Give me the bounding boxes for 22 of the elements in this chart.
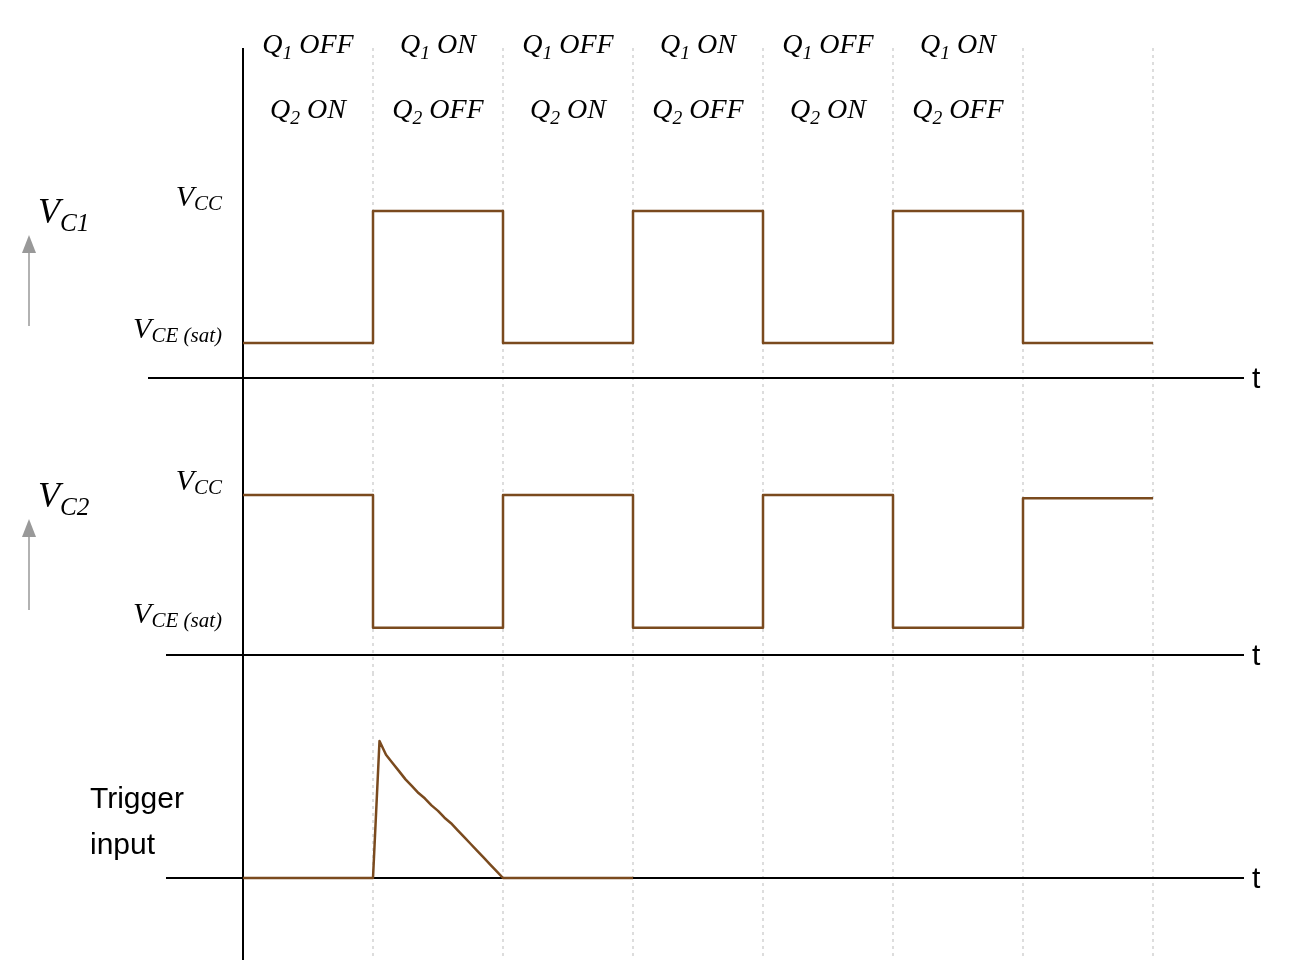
text: Q$_{2}$ ON — [530, 93, 608, 128]
y-axis-title: V$_{C1}$ — [38, 191, 90, 236]
annotation: V$_{CC}$ — [175, 178, 223, 216]
text: Q$_{1}$ OFF — [262, 28, 355, 63]
x-axis-title: t — [1252, 861, 1261, 894]
text: Q$_{1}$ OFF — [782, 28, 875, 63]
text: Q$_{2}$ ON — [790, 93, 868, 128]
text: Q$_{1}$ ON — [400, 28, 478, 63]
text: Q$_{1}$ ON — [660, 28, 738, 63]
text: Q$_{1}$ OFF — [522, 28, 615, 63]
text: Q$_{1}$ ON — [920, 28, 998, 63]
x-axis-title: t — [1252, 638, 1261, 671]
y-axis-title: V$_{C2}$ — [38, 475, 90, 520]
annotation: V$_{CC}$ — [175, 462, 223, 500]
text: Q$_{2}$ OFF — [912, 93, 1005, 128]
text: Q$_{2}$ OFF — [392, 93, 485, 128]
annotation: V$_{CE (sat)}$ — [133, 595, 223, 633]
annotation: V$_{CE (sat)}$ — [133, 310, 223, 348]
x-axis-title: t — [1252, 361, 1261, 394]
text: Q$_{2}$ OFF — [652, 93, 745, 128]
text: Q$_{2}$ ON — [270, 93, 348, 128]
y-axis-title: Trigger input — [90, 781, 184, 860]
